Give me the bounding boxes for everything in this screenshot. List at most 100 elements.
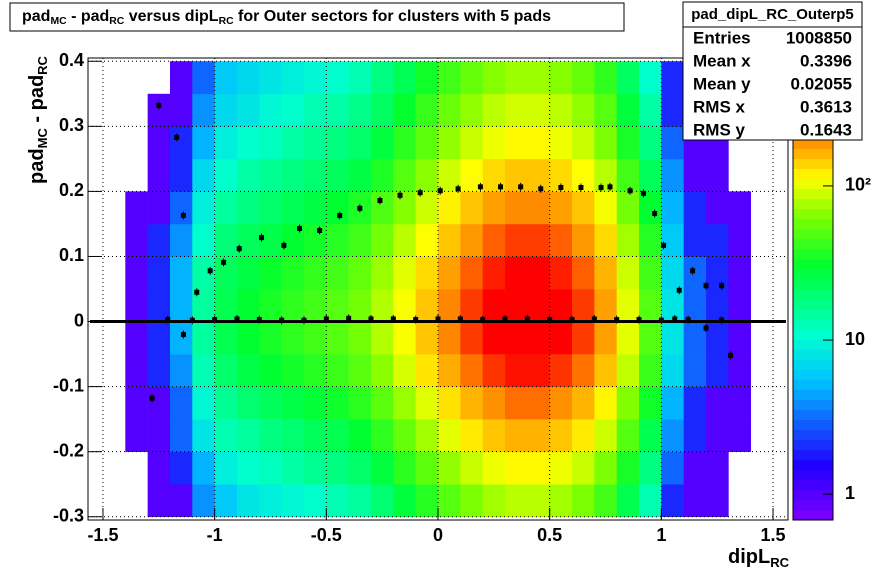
heat-cell — [125, 289, 148, 322]
heat-cell — [169, 419, 193, 452]
marker — [518, 184, 524, 190]
heat-cell — [706, 256, 729, 290]
marker — [390, 316, 396, 322]
marker — [397, 192, 403, 198]
heat-cell — [549, 223, 573, 257]
label-part: versus dipL — [124, 8, 218, 25]
heat-cell — [460, 451, 483, 485]
heat-cell — [683, 451, 707, 485]
y-axis-label: padMC - padRC — [26, 55, 49, 184]
marker — [174, 134, 180, 140]
heat-cell — [594, 484, 617, 518]
stats-value: 0.02055 — [791, 74, 852, 93]
label-part: dipL — [728, 546, 770, 568]
x-axis-label: dipLRC — [728, 546, 790, 569]
marker — [297, 225, 303, 231]
heat-cell — [125, 191, 148, 225]
heat-cell — [661, 289, 684, 322]
heat-cell — [505, 93, 528, 127]
palette-cell — [793, 479, 833, 491]
heat-cell — [706, 289, 729, 322]
heat-cell — [415, 386, 439, 420]
heat-cell — [192, 419, 215, 452]
heat-cell — [281, 321, 305, 355]
heat-cell — [192, 386, 215, 420]
heat-cell — [460, 61, 483, 95]
marker — [658, 317, 664, 323]
heat-cell — [415, 93, 439, 127]
heat-cell — [661, 93, 684, 127]
heat-cell — [303, 191, 327, 225]
heat-cell — [303, 451, 327, 485]
palette-cell — [793, 289, 833, 300]
heat-cell — [482, 61, 506, 95]
heat-cell — [169, 256, 193, 290]
heat-cell — [616, 289, 640, 322]
x-tick-label: -1.5 — [87, 525, 118, 545]
palette-cell — [793, 258, 833, 270]
heat-cell — [303, 484, 327, 518]
marker — [636, 317, 642, 323]
marker — [627, 188, 633, 194]
heat-cell — [482, 191, 506, 225]
palette-cell — [793, 238, 833, 250]
heat-cell — [326, 93, 349, 127]
palette-cell — [793, 469, 833, 481]
heat-cell — [505, 354, 528, 387]
heat-cell — [236, 61, 260, 95]
heat-cell — [169, 289, 193, 322]
heat-cell — [482, 126, 506, 160]
heat-cell — [505, 419, 528, 452]
palette-cell — [793, 309, 833, 320]
heat-cell — [281, 289, 305, 322]
heat-cell — [348, 158, 372, 192]
heat-cell — [683, 191, 707, 225]
heat-cell — [259, 386, 282, 420]
heat-cell — [527, 451, 550, 485]
heat-cell — [527, 256, 550, 290]
heat-cell — [125, 419, 148, 452]
heat-cell — [192, 61, 215, 95]
marker — [413, 317, 419, 323]
heat-cell — [527, 61, 550, 95]
label-part: pad — [26, 148, 48, 184]
x-tick-label: 0 — [433, 525, 443, 545]
heat-cell — [259, 61, 282, 95]
heat-cell — [572, 61, 595, 95]
heat-cell — [303, 386, 327, 420]
heat-cell — [393, 126, 416, 160]
heat-cell — [214, 93, 238, 127]
heat-cell — [192, 451, 215, 485]
heat-cell — [348, 451, 372, 485]
stats-key: Mean x — [693, 51, 751, 70]
heat-cell — [438, 484, 461, 518]
heat-cell — [326, 158, 349, 192]
marker — [703, 283, 709, 289]
heat-cell — [259, 451, 282, 485]
marker — [538, 186, 544, 192]
heat-cell — [438, 419, 461, 452]
heat-cell — [169, 61, 193, 95]
heat-cell — [303, 93, 327, 127]
heat-cell — [505, 126, 528, 160]
heat-cell — [348, 484, 372, 518]
heat-cell — [192, 289, 215, 322]
heat-cell — [438, 289, 461, 322]
heat-cell — [616, 386, 640, 420]
heat-cell — [303, 158, 327, 192]
heat-cell — [393, 484, 416, 518]
heat-cell — [415, 321, 439, 355]
heat-cell — [370, 256, 394, 290]
heat-cell — [505, 289, 528, 322]
palette-cell — [793, 319, 833, 330]
palette-cell — [793, 138, 833, 149]
heat-cell — [482, 451, 506, 485]
heat-cell — [326, 61, 349, 95]
heat-cell — [728, 386, 751, 420]
heat-cell — [169, 451, 193, 485]
heat-cell — [147, 126, 171, 160]
label-part: - pad — [67, 8, 110, 25]
label-sub: MC — [35, 128, 50, 149]
heat-cell — [147, 484, 171, 518]
heat-cell — [639, 419, 662, 452]
